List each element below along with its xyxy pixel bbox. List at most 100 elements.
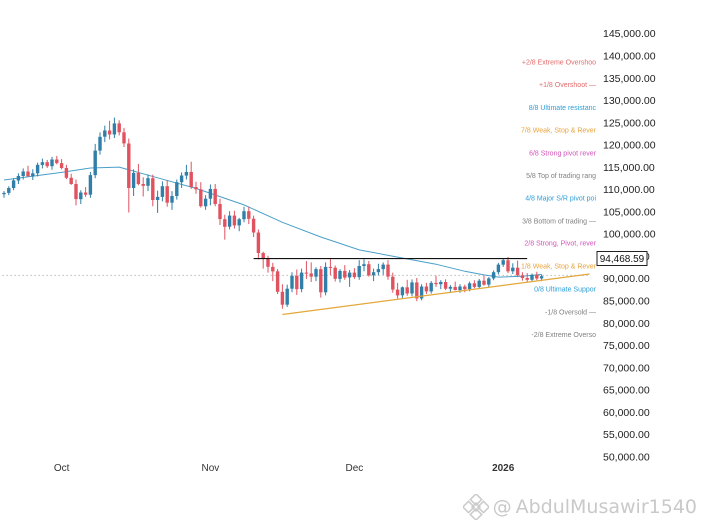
candle-body [491, 272, 496, 279]
candle-body [280, 291, 285, 305]
murrey-level-label: -1/8 Oversold — [545, 309, 596, 316]
candle-body [232, 215, 237, 226]
price-tag-label: 94,468.59 [600, 254, 645, 265]
candle-body [179, 175, 184, 183]
levels-layer [253, 257, 590, 316]
candle-body [299, 272, 304, 290]
y-tick-label: 55,000.00 [603, 429, 650, 441]
y-tick-label: 90,000.00 [603, 273, 650, 285]
candle [376, 263, 381, 276]
candle [11, 178, 16, 191]
y-tick-label: 100,000.00 [603, 229, 656, 241]
candle [448, 285, 453, 293]
candle [400, 286, 405, 299]
candle-body [203, 198, 208, 207]
candle-body [434, 282, 438, 285]
candle-body [55, 159, 59, 164]
candle [256, 229, 261, 260]
candle-body [261, 253, 265, 259]
candle [247, 206, 251, 225]
candle-body [439, 282, 443, 285]
candle [237, 217, 241, 232]
candle [21, 168, 25, 180]
y-tick-label: 105,000.00 [603, 206, 656, 218]
candle-body [266, 258, 270, 267]
candle-body [165, 186, 169, 203]
y-tick-label: 60,000.00 [603, 407, 650, 419]
candle-body [256, 232, 261, 253]
y-tick-label: 50,000.00 [603, 451, 650, 463]
murrey-level-label: 8/8 Ultimate resistanc [529, 105, 597, 112]
candle-body [391, 276, 395, 290]
candle-body [314, 269, 318, 277]
y-tick-label: 145,000.00 [603, 28, 656, 40]
candle-body [64, 168, 69, 178]
y-tick-label: 140,000.00 [603, 50, 656, 62]
candle-body [405, 287, 409, 294]
candle-body [472, 283, 477, 287]
candle [319, 265, 323, 298]
candle-body [122, 132, 126, 144]
candle-body [136, 172, 141, 184]
candle-body [242, 211, 246, 220]
candle-body [343, 270, 347, 278]
murrey-math-labels: +2/8 Extreme Overshoo +1/8 Overshoot — 8/8… [521, 59, 597, 339]
candle [146, 174, 150, 192]
murrey-level-label: 7/8 Weak, Stop & Rever [521, 128, 597, 135]
candle-body [93, 150, 97, 176]
moving-average-line [3, 166, 542, 278]
y-tick-label: 120,000.00 [603, 140, 656, 152]
candle [184, 164, 189, 180]
candle [31, 169, 35, 180]
candle-body [237, 219, 241, 226]
candle-body [443, 282, 448, 289]
candle [213, 183, 217, 207]
candle-body [530, 274, 534, 280]
candle [434, 275, 438, 287]
candle-body [74, 184, 78, 200]
murrey-level-label: 6/8 Strong pivot rever [529, 150, 597, 157]
murrey-level-label: 3/8 Bottom of trading — [522, 218, 596, 225]
candle [40, 158, 45, 169]
candle [333, 265, 337, 282]
candle-body [496, 264, 501, 273]
candle-body [251, 218, 256, 233]
candle [45, 159, 49, 168]
support-trendline [282, 273, 590, 316]
candle-body [352, 272, 357, 278]
candle [535, 271, 539, 281]
candle [151, 174, 155, 207]
murrey-level-label: +1/8 Overshoot — [539, 82, 596, 89]
candle [290, 272, 294, 293]
candle [439, 280, 443, 290]
candle [395, 282, 400, 299]
y-tick-label: 110,000.00 [603, 184, 655, 196]
candle [477, 278, 481, 289]
candle-body [40, 162, 45, 165]
candle [7, 186, 11, 196]
candle-body [127, 143, 131, 188]
candle-body [400, 287, 405, 296]
candle [2, 191, 6, 198]
candle-body [357, 266, 361, 278]
watermark-text: AbdulMusawir1540 [515, 496, 697, 518]
candle [343, 265, 347, 280]
murrey-level-label: 2/8 Strong, Pivot, rever [524, 241, 596, 248]
candle [381, 262, 385, 275]
candle [160, 181, 165, 202]
candle [227, 211, 232, 230]
y-tick-label: 65,000.00 [603, 385, 650, 397]
x-tick-label: Oct [54, 463, 70, 474]
candle-body [88, 175, 93, 195]
y-tick-label: 125,000.00 [603, 117, 656, 129]
candle-body [376, 269, 381, 273]
candle [338, 269, 342, 283]
candle-body [328, 266, 333, 268]
candle [496, 262, 501, 275]
candle [194, 181, 198, 194]
candle [367, 261, 371, 277]
candle [347, 269, 352, 287]
candle [203, 195, 208, 210]
moving-average-layer [3, 166, 542, 278]
candle-body [35, 164, 40, 174]
